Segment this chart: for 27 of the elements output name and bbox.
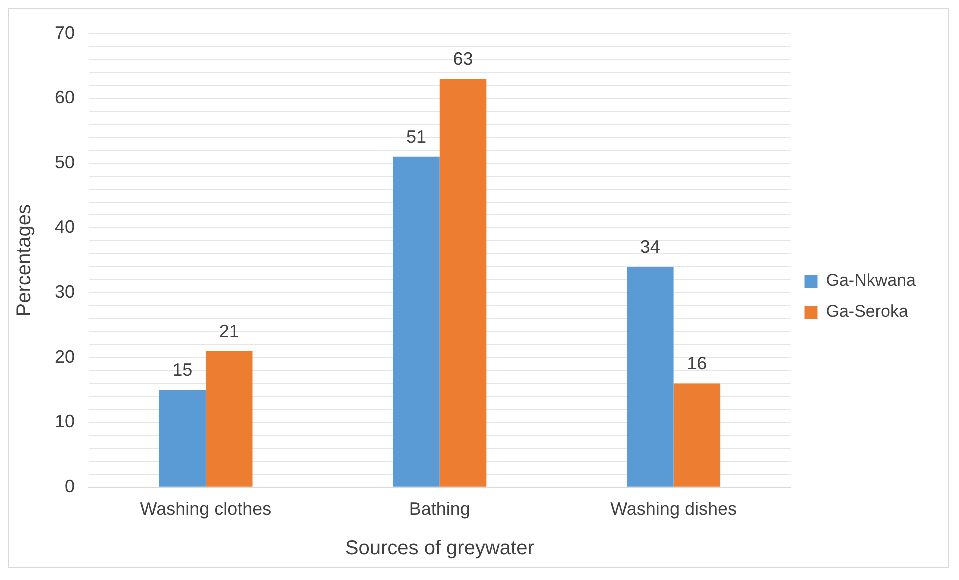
x-tick-label: Washing clothes <box>140 499 272 520</box>
data-label: 34 <box>640 237 660 258</box>
y-tick-label: 60 <box>54 88 76 108</box>
data-label: 15 <box>172 360 193 380</box>
y-tick-label: 30 <box>54 282 76 302</box>
x-axis-title: Sources of greywater <box>345 538 535 560</box>
data-label: 51 <box>406 126 427 147</box>
bar <box>674 384 721 487</box>
data-label: 21 <box>219 321 240 342</box>
legend-label: Ga-Seroka <box>826 302 909 322</box>
bar <box>393 156 440 487</box>
y-tick-label: 20 <box>54 346 76 367</box>
y-tick-label: 10 <box>54 412 76 432</box>
x-tick-label: Washing dishes <box>610 499 737 520</box>
y-tick-label: 40 <box>54 217 76 238</box>
data-label: 16 <box>687 354 708 374</box>
y-tick-label: 50 <box>54 152 76 172</box>
bar <box>206 351 253 487</box>
x-tick-label: Bathing <box>409 499 470 520</box>
bar <box>440 79 487 487</box>
bar <box>159 390 206 487</box>
y-axis-title: Percentages <box>14 204 36 317</box>
bar <box>627 267 674 487</box>
y-tick-label: 70 <box>54 22 76 43</box>
legend-label: Ga-Nkwana <box>826 271 917 290</box>
y-tick-label: 0 <box>65 476 76 496</box>
data-label: 63 <box>453 49 474 70</box>
